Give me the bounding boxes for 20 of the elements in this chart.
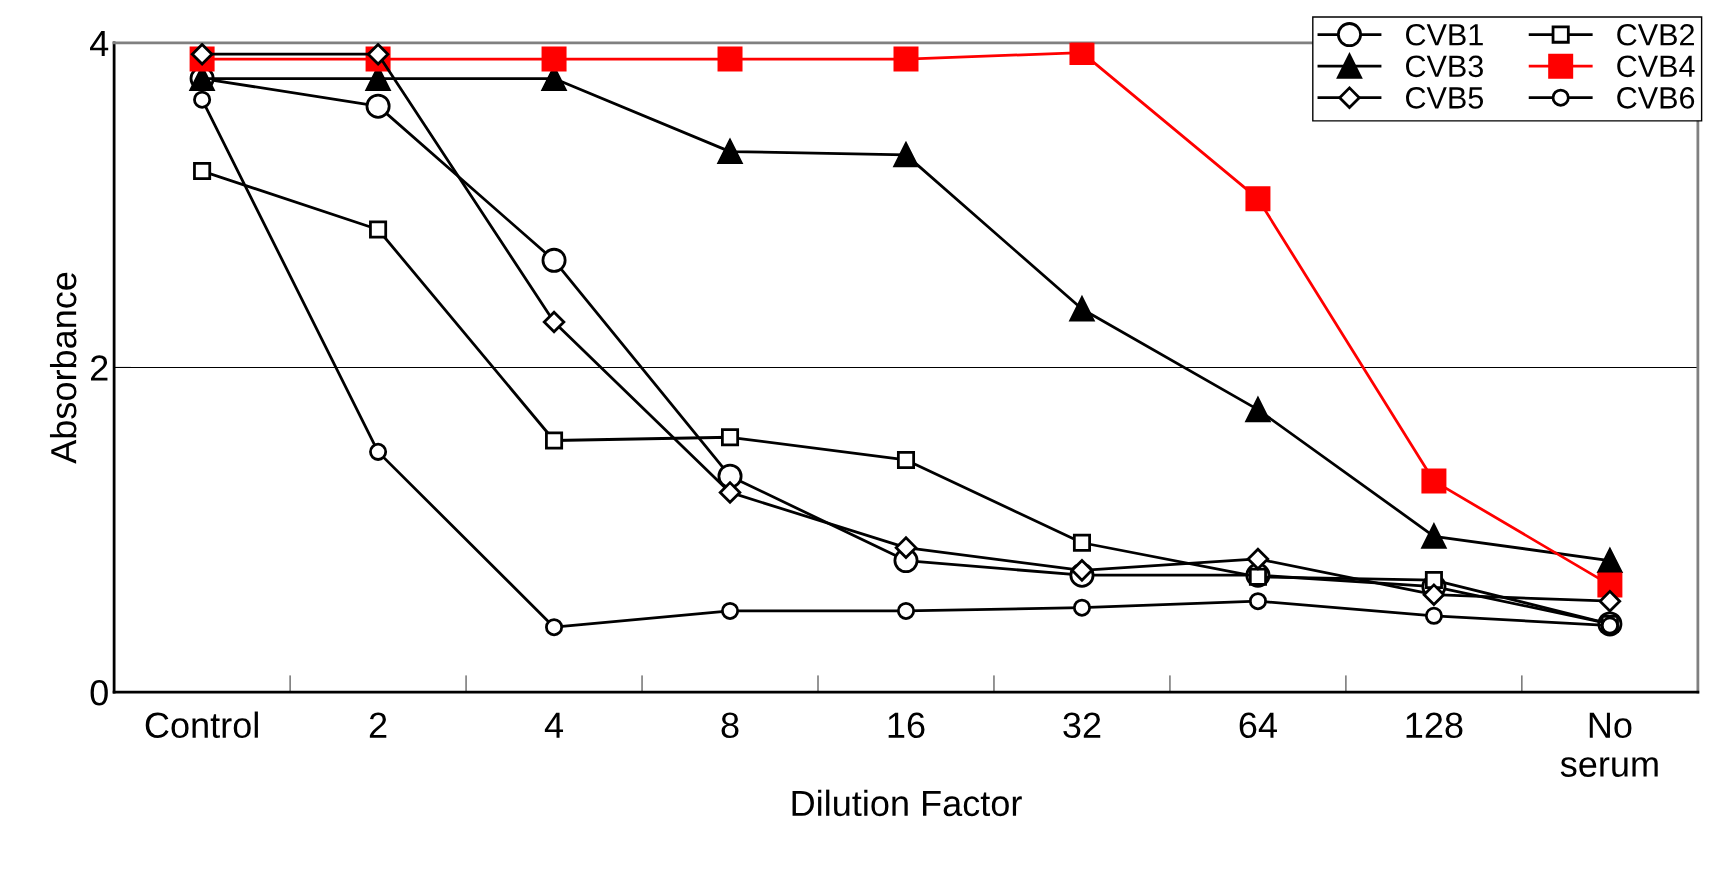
y-tick-label: 4 [90,31,109,56]
x-tick-label: No serum [1560,712,1658,777]
x-tick-label: 8 [721,712,739,739]
x-tick-label: 128 [1406,712,1463,739]
x-tick-label: 16 [888,712,925,739]
legend-label: CVB4 [1617,55,1695,78]
legend-label: CVB1 [1406,23,1483,46]
legend-label: CVB2 [1617,23,1694,46]
x-tick-label: 64 [1239,712,1277,739]
x-tick-label: 4 [544,712,564,738]
x-tick-label: 2 [369,712,387,738]
legend-label: CVB3 [1406,55,1483,78]
legend-label: CVB5 [1406,87,1484,109]
x-axis-title: Dilution Factor [792,789,1022,817]
y-tick-label: 2 [90,355,108,381]
legend-label: CVB6 [1617,87,1695,109]
x-tick-label: 32 [1063,712,1101,739]
x-tick-label: Control [145,711,258,739]
y-axis-title: Absorbance [49,272,77,464]
y-tick-label: 0 [90,679,108,706]
